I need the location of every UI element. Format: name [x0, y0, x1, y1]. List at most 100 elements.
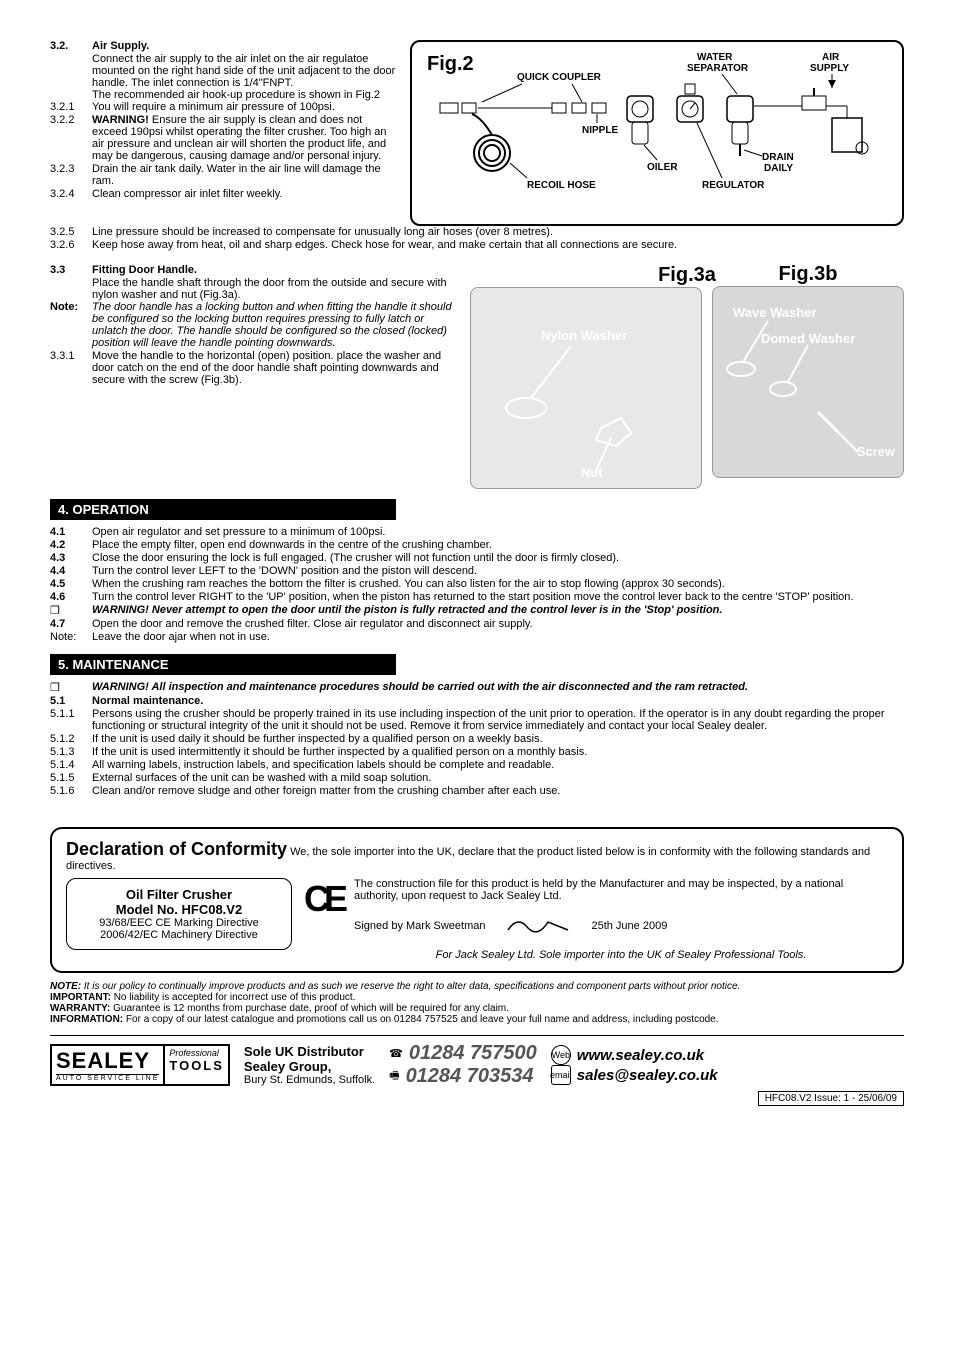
sec33-i1n: 3.3.1 — [50, 350, 92, 386]
fig3b-title: Fig.3b — [712, 263, 904, 286]
notes-block: NOTE: It is our policy to continually im… — [50, 981, 904, 1025]
maint-r12t: If the unit is used daily it should be f… — [92, 733, 904, 745]
op-r3t: Close the door ensuring the lock is full… — [92, 552, 904, 564]
maint-r1t: Normal maintenance. — [92, 695, 904, 707]
sec33-note-label: Note: — [50, 301, 92, 349]
op-r1n: 4.1 — [50, 526, 92, 538]
op-r5t: When the crushing ram reaches the bottom… — [92, 578, 904, 590]
email: sales@sealey.co.uk — [577, 1067, 718, 1084]
fig2-recoil: RECOIL HOSE — [527, 180, 596, 191]
fig2-water-1: WATER — [697, 52, 733, 63]
op-r4n: 4.4 — [50, 565, 92, 577]
fig2-air-2: SUPPLY — [810, 63, 849, 74]
web-block: Web www.sealey.co.uk email sales@sealey.… — [551, 1045, 718, 1085]
sec32-i1n: 3.2.1 — [50, 101, 92, 113]
op-r6t: Turn the control lever RIGHT to the 'UP'… — [92, 591, 904, 603]
sec32-i1t: You will require a minimum air pressure … — [92, 101, 400, 113]
sec33-i1t: Move the handle to the horizontal (open)… — [92, 350, 460, 386]
maint-r13t: If the unit is used intermittently it sh… — [92, 746, 904, 758]
fig2-drain-2: DAILY — [764, 163, 793, 174]
op-warn-sym: ❐ — [50, 604, 92, 617]
fig2-svg: Fig.2 QUICK COUPLER RECOIL HOSE NIPPLE — [422, 48, 882, 208]
web-icon-label: Web — [552, 1050, 570, 1060]
imp-text: No liability is accepted for incorrect u… — [111, 992, 356, 1003]
sec32-num: 3.2. — [50, 40, 92, 52]
email-icon: email — [551, 1065, 571, 1085]
info-label: INFORMATION: — [50, 1014, 123, 1025]
maint-r13n: 5.1.3 — [50, 746, 92, 758]
web-icon: Web — [551, 1045, 571, 1065]
fig3a-box: Nylon Washer Nut — [470, 287, 702, 489]
imp-label: IMPORTANT: — [50, 992, 111, 1003]
decl-file: The construction file for this product i… — [354, 878, 888, 902]
sec32-i3n: 3.2.3 — [50, 163, 92, 187]
sec32-p1: Connect the air supply to the air inlet … — [92, 53, 400, 89]
logo-block: SEALEY AUTO SERVICE LINE Professional TO… — [50, 1044, 230, 1086]
decl-dir1: 93/68/EEC CE Marking Directive — [79, 917, 279, 929]
decl-product-box: Oil Filter Crusher Model No. HFC08.V2 93… — [66, 878, 292, 950]
fig3b-wrap: Fig.3b Wave Washer Domed Washer Screw — [712, 287, 904, 478]
decl-for: For Jack Sealey Ltd. Sole importer into … — [354, 949, 888, 961]
section-3-2-block: 3.2. Air Supply. Connect the air supply … — [50, 40, 904, 226]
sec33-num: 3.3 — [50, 264, 92, 276]
maint-r11t: Persons using the crusher should be prop… — [92, 708, 904, 732]
logo-side1: Professional — [169, 1048, 224, 1058]
section-3-2-text: 3.2. Air Supply. Connect the air supply … — [50, 40, 400, 226]
logo-main-box: SEALEY AUTO SERVICE LINE — [50, 1044, 165, 1086]
url: www.sealey.co.uk — [577, 1047, 704, 1064]
warning-label: WARNING! — [92, 114, 149, 126]
operation-header: 4. OPERATION — [50, 499, 396, 520]
maint-warn-sym: ❐ — [50, 681, 92, 694]
op-rNt: Leave the door ajar when not in use. — [92, 631, 904, 643]
decl-prod2: Model No. HFC08.V2 — [79, 902, 279, 917]
section-3-3-block: 3.3 Fitting Door Handle. Place the handl… — [50, 264, 904, 489]
op-r3n: 4.3 — [50, 552, 92, 564]
op-r4t: Turn the control lever LEFT to the 'DOWN… — [92, 565, 904, 577]
sec32-title: Air Supply. — [92, 40, 400, 52]
dist1: Sole UK Distributor — [244, 1044, 375, 1059]
sec33-title: Fitting Door Handle. — [92, 264, 460, 276]
fig3b-box: Wave Washer Domed Washer Screw — [712, 286, 904, 478]
tel: 01284 757500 — [409, 1042, 537, 1065]
fig3-container: Fig.3a Nylon Washer Nut Fig.3b Wave Wash… — [470, 264, 904, 489]
op-r7n: 4.7 — [50, 618, 92, 630]
sec33-p1: Place the handle shaft through the door … — [92, 277, 460, 301]
decl-prod1: Oil Filter Crusher — [79, 887, 279, 902]
sec32-i2t: WARNING! Ensure the air supply is clean … — [92, 114, 400, 162]
logo-main: SEALEY — [56, 1048, 159, 1074]
fax: 01284 703534 — [406, 1065, 534, 1088]
issue-box: HFC08.V2 Issue: 1 - 25/06/09 — [758, 1091, 904, 1106]
maintenance-header: 5. MAINTENANCE — [50, 654, 396, 675]
decl-date: 25th June 2009 — [591, 920, 667, 932]
sec32-i4n: 3.2.4 — [50, 188, 92, 200]
phone-icon: ☎ — [389, 1047, 403, 1060]
maint-r12n: 5.1.2 — [50, 733, 92, 745]
footer: SEALEY AUTO SERVICE LINE Professional TO… — [50, 1035, 904, 1088]
declaration-box: Declaration of Conformity We, the sole i… — [50, 827, 904, 973]
maint-r14n: 5.1.4 — [50, 759, 92, 771]
maint-r15n: 5.1.5 — [50, 772, 92, 784]
maint-r16t: Clean and/or remove sludge and other for… — [92, 785, 904, 797]
note-text: It is our policy to continually improve … — [81, 981, 740, 992]
warr-text: Guarantee is 12 months from purchase dat… — [110, 1003, 509, 1014]
maint-warn: WARNING! All inspection and maintenance … — [92, 681, 904, 694]
sec32-i3t: Drain the air tank daily. Water in the a… — [92, 163, 400, 187]
sec32-i5n: 3.2.5 — [50, 226, 92, 238]
maint-r16n: 5.1.6 — [50, 785, 92, 797]
distributor-block: Sole UK Distributor Sealey Group, Bury S… — [244, 1044, 375, 1086]
section-3-3-text: 3.3 Fitting Door Handle. Place the handl… — [50, 264, 460, 489]
email-icon-label: email — [550, 1070, 572, 1080]
op-r5n: 4.5 — [50, 578, 92, 590]
info-text: For a copy of our latest catalogue and p… — [123, 1014, 718, 1025]
maint-r14t: All warning labels, instruction labels, … — [92, 759, 904, 771]
warr-label: WARRANTY: — [50, 1003, 110, 1014]
op-r6n: 4.6 — [50, 591, 92, 603]
fig2-oiler: OILER — [647, 162, 678, 173]
op-r2t: Place the empty filter, open end downwar… — [92, 539, 904, 551]
sec32-p2: The recommended air hook-up procedure is… — [92, 89, 400, 101]
decl-dir2: 2006/42/EC Machinery Directive — [79, 929, 279, 941]
maint-r15t: External surfaces of the unit can be was… — [92, 772, 904, 784]
op-r2n: 4.2 — [50, 539, 92, 551]
maint-r11n: 5.1.1 — [50, 708, 92, 732]
signature-icon — [503, 910, 573, 941]
